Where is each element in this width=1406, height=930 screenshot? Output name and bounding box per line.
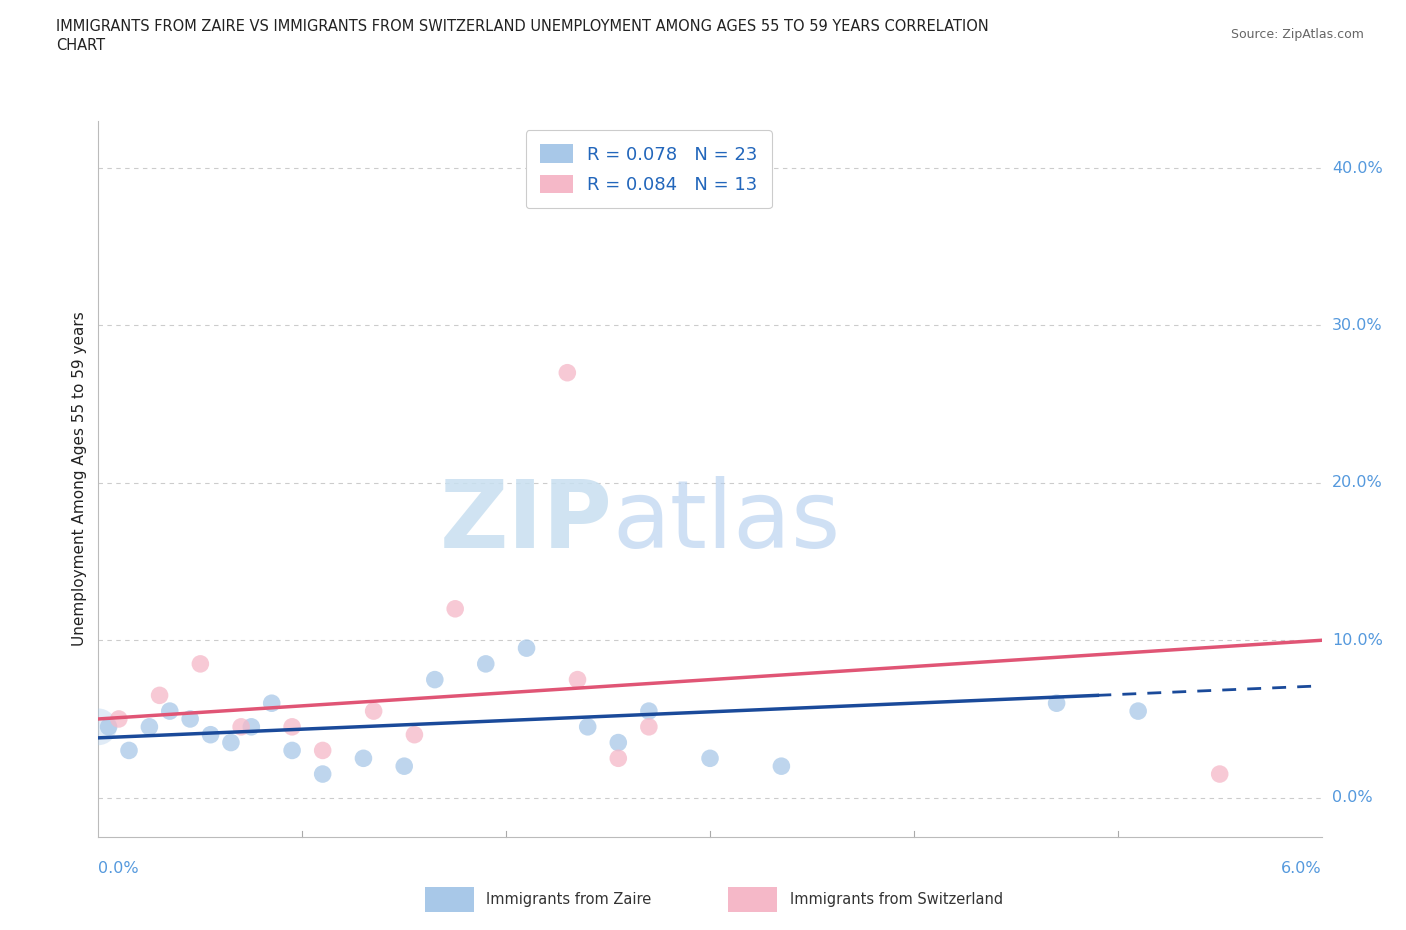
Text: Immigrants from Switzerland: Immigrants from Switzerland xyxy=(790,892,1002,908)
Point xyxy=(118,743,141,758)
Point xyxy=(179,711,201,726)
Point xyxy=(1126,704,1149,719)
Point xyxy=(229,720,253,735)
Point xyxy=(423,672,446,687)
Text: 0.0%: 0.0% xyxy=(1331,790,1372,805)
Point xyxy=(770,759,793,774)
Point xyxy=(444,602,467,617)
Text: 40.0%: 40.0% xyxy=(1331,161,1382,176)
Text: Immigrants from Zaire: Immigrants from Zaire xyxy=(486,892,652,908)
Point xyxy=(637,704,661,719)
Text: 20.0%: 20.0% xyxy=(1331,475,1382,490)
Point xyxy=(281,720,304,735)
Point xyxy=(555,365,579,380)
Point xyxy=(474,657,498,671)
Point xyxy=(392,759,416,774)
Point xyxy=(281,743,304,758)
Point xyxy=(200,727,222,742)
Text: IMMIGRANTS FROM ZAIRE VS IMMIGRANTS FROM SWITZERLAND UNEMPLOYMENT AMONG AGES 55 : IMMIGRANTS FROM ZAIRE VS IMMIGRANTS FROM… xyxy=(56,19,988,53)
Point xyxy=(188,657,211,671)
Text: 0.0%: 0.0% xyxy=(98,860,139,876)
Text: atlas: atlas xyxy=(612,476,841,568)
Text: 30.0%: 30.0% xyxy=(1331,318,1382,333)
FancyBboxPatch shape xyxy=(425,887,474,912)
Point xyxy=(607,751,630,765)
Point xyxy=(87,720,110,735)
Point xyxy=(607,735,630,750)
Point xyxy=(149,688,172,703)
Point xyxy=(637,720,661,735)
Point xyxy=(363,704,385,719)
Point xyxy=(404,727,426,742)
Text: 6.0%: 6.0% xyxy=(1281,860,1322,876)
Point xyxy=(159,704,181,719)
Point xyxy=(311,743,335,758)
Point xyxy=(515,641,537,656)
FancyBboxPatch shape xyxy=(728,887,778,912)
Point xyxy=(138,720,160,735)
Text: ZIP: ZIP xyxy=(439,476,612,568)
Point xyxy=(97,720,120,735)
Point xyxy=(1208,766,1230,781)
Point xyxy=(260,696,283,711)
Point xyxy=(576,720,599,735)
Point xyxy=(567,672,589,687)
Point xyxy=(699,751,721,765)
Point xyxy=(108,711,131,726)
Y-axis label: Unemployment Among Ages 55 to 59 years: Unemployment Among Ages 55 to 59 years xyxy=(72,312,87,646)
Point xyxy=(240,720,263,735)
Text: 10.0%: 10.0% xyxy=(1331,632,1382,648)
Point xyxy=(311,766,335,781)
Legend: R = 0.078   N = 23, R = 0.084   N = 13: R = 0.078 N = 23, R = 0.084 N = 13 xyxy=(526,130,772,208)
Text: Source: ZipAtlas.com: Source: ZipAtlas.com xyxy=(1230,28,1364,41)
Point xyxy=(352,751,374,765)
Point xyxy=(1045,696,1067,711)
Point xyxy=(219,735,242,750)
